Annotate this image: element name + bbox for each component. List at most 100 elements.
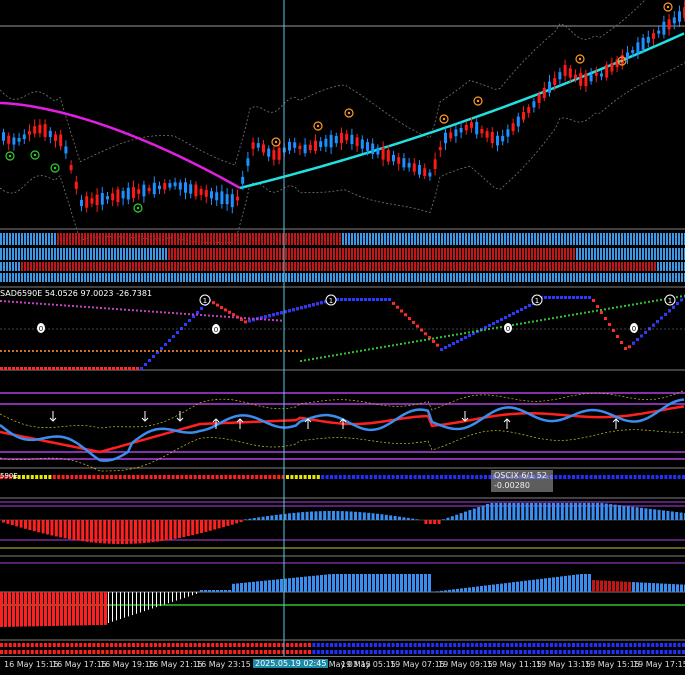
- histogram-bar: [15, 520, 18, 526]
- signal-band-cell: [594, 248, 596, 260]
- signal-band-cell: [384, 262, 386, 271]
- volume-bar: [196, 592, 197, 594]
- slow-line-dot: [160, 311, 162, 313]
- candle-body: [168, 183, 171, 187]
- cycle-dot-blue: [576, 296, 579, 299]
- signal-band-cell: [672, 273, 674, 282]
- trend-square: [22, 475, 25, 479]
- volume-square-a: [510, 643, 513, 647]
- candle-body: [257, 143, 260, 148]
- signal-band-cell: [387, 273, 389, 282]
- signal-band-cell: [561, 262, 563, 271]
- volume-square-a: [40, 643, 43, 647]
- histogram-bar: [587, 503, 590, 520]
- signal-band-cell: [162, 248, 164, 260]
- signal-band-cell: [681, 262, 683, 271]
- baseline-dot: [176, 350, 178, 352]
- signal-band-cell: [615, 233, 617, 245]
- signal-band-cell: [66, 273, 68, 282]
- candle-body: [179, 182, 182, 189]
- signal-band-cell: [333, 262, 335, 271]
- volume-bar: [644, 583, 647, 592]
- volume-square-a: [620, 643, 623, 647]
- volume-bar: [240, 583, 243, 592]
- candle-body: [7, 136, 10, 144]
- slow-line-dot: [172, 312, 174, 314]
- candle-body: [397, 157, 400, 164]
- volume-square-b: [9, 650, 12, 654]
- histogram-bar: [257, 517, 260, 520]
- trend-square: [625, 475, 628, 479]
- volume-bar: [288, 578, 291, 592]
- candle-body: [491, 132, 494, 143]
- volume-bar: [128, 592, 129, 616]
- signal-band-cell: [363, 233, 365, 245]
- volume-bar: [252, 582, 255, 592]
- volume-square-b: [634, 650, 637, 654]
- candle-body: [23, 134, 26, 139]
- signal-band-cell: [165, 262, 167, 271]
- histogram-bar: [578, 503, 581, 520]
- signal-line-dot: [392, 344, 394, 346]
- volume-square-a: [229, 643, 232, 647]
- trend-square: [40, 475, 43, 479]
- signal-band-cell: [372, 262, 374, 271]
- trend-square: [396, 475, 399, 479]
- cycle-dot-blue: [292, 308, 295, 311]
- signal-band-cell: [522, 262, 524, 271]
- signal-band-cell: [414, 273, 416, 282]
- volume-square-a: [656, 643, 659, 647]
- histogram-bar: [116, 520, 119, 544]
- volume-bar: [660, 584, 663, 593]
- volume-bar: [188, 592, 189, 597]
- baseline-dot: [112, 350, 114, 352]
- baseline-dot: [220, 350, 222, 352]
- trend-square: [286, 475, 289, 479]
- trend-square: [418, 475, 421, 479]
- volume-square-b: [638, 650, 641, 654]
- signal-band-cell: [237, 262, 239, 271]
- volume-square-b: [246, 650, 249, 654]
- slow-line-dot: [176, 312, 178, 314]
- baseline-dot: [168, 350, 170, 352]
- slow-line-dot: [164, 311, 166, 313]
- histogram-bar: [508, 503, 511, 520]
- volume-square-b: [286, 650, 289, 654]
- volume-square-b: [603, 650, 606, 654]
- price-panel[interactable]: [0, 0, 685, 243]
- volume-bar: [68, 592, 71, 626]
- signal-line-dot: [532, 321, 534, 323]
- signal-band-cell: [477, 248, 479, 260]
- trend-square: [31, 475, 34, 479]
- histogram-bar: [385, 515, 388, 520]
- signal-band-cell: [81, 233, 83, 245]
- signal-line-dot: [324, 356, 326, 358]
- volume-square-b: [48, 650, 51, 654]
- volume-square-a: [123, 643, 126, 647]
- baseline-dot: [104, 350, 106, 352]
- signal-band-cell: [60, 233, 62, 245]
- slow-line-dot: [24, 302, 26, 304]
- cycle-dot-blue: [552, 296, 555, 299]
- volume-square-a: [559, 643, 562, 647]
- slow-line-dot: [272, 319, 274, 321]
- cycle-dot-blue: [556, 296, 559, 299]
- signal-line-dot: [632, 304, 634, 306]
- volume-square-a: [488, 643, 491, 647]
- volume-bar: [164, 592, 165, 605]
- trend-square: [75, 475, 78, 479]
- signal-band-cell: [441, 248, 443, 260]
- signal-band-cell: [540, 248, 542, 260]
- signal-band-cell: [183, 233, 185, 245]
- signal-band-cell: [507, 262, 509, 271]
- histogram-bar: [156, 520, 159, 542]
- signal-band-cell: [168, 233, 170, 245]
- volume-square-b: [524, 650, 527, 654]
- trend-square: [678, 475, 681, 479]
- baseline-dot: [108, 350, 110, 352]
- signal-band-cell: [114, 262, 116, 271]
- signal-band-cell: [120, 248, 122, 260]
- cycle-dot-blue: [320, 301, 323, 304]
